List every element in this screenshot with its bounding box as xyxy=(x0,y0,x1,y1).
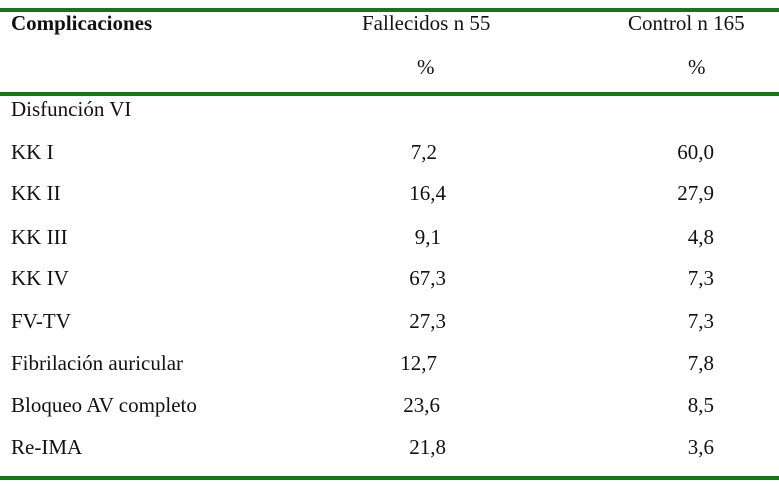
row-label: KK I xyxy=(11,140,54,164)
fallecidos-value: 9,1 xyxy=(414,225,441,249)
fallecidos-value: 7,2 xyxy=(410,140,437,164)
row-label: KK III xyxy=(11,225,68,249)
row-label: KK II xyxy=(11,181,61,205)
unit-control: % xyxy=(688,55,706,79)
unit-fallecidos: % xyxy=(417,55,435,79)
fallecidos-value: 67,3 xyxy=(409,266,446,290)
fallecidos-value: 12,7 xyxy=(400,351,437,375)
section-label: Disfunción VI xyxy=(11,97,132,121)
control-value: 60,0 xyxy=(677,140,714,164)
top-rule xyxy=(0,8,779,12)
control-value: 7,3 xyxy=(687,309,714,333)
control-value: 8,5 xyxy=(687,393,714,417)
fallecidos-value: 27,3 xyxy=(409,309,446,333)
bottom-rule xyxy=(0,476,779,480)
fallecidos-value: 21,8 xyxy=(409,435,446,459)
control-value: 7,8 xyxy=(687,351,714,375)
header-rule xyxy=(0,92,779,96)
control-value: 3,6 xyxy=(687,435,714,459)
row-label: Bloqueo AV completo xyxy=(11,393,197,417)
control-value: 27,9 xyxy=(677,181,714,205)
header-complicaciones: Complicaciones xyxy=(11,11,153,35)
header-control: Control n 165 xyxy=(628,11,745,35)
fallecidos-value: 16,4 xyxy=(409,181,446,205)
fallecidos-value: 23,6 xyxy=(403,393,440,417)
row-label: FV-TV xyxy=(11,309,71,333)
header-fallecidos: Fallecidos n 55 xyxy=(362,11,491,35)
row-label: Re-IMA xyxy=(11,435,83,459)
control-value: 4,8 xyxy=(687,225,714,249)
row-label: KK IV xyxy=(11,266,69,290)
row-label: Fibrilación auricular xyxy=(11,351,184,375)
control-value: 7,3 xyxy=(687,266,714,290)
